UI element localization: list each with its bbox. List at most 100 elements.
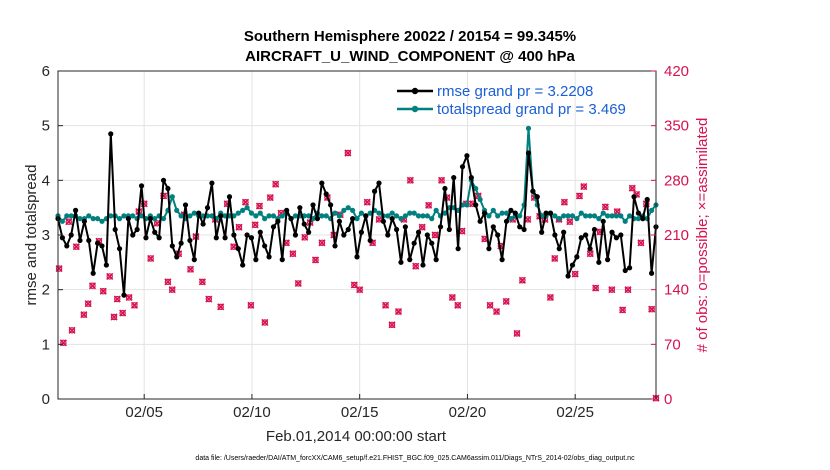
rmse-point bbox=[613, 235, 620, 241]
right-tick-label: 140 bbox=[664, 282, 689, 299]
obs-possible-point bbox=[493, 308, 500, 315]
totalspread-point bbox=[429, 216, 435, 222]
rmse-point bbox=[165, 185, 171, 192]
x-axis-label: Feb.01,2014 00:00:00 start bbox=[266, 428, 447, 445]
rmse-point bbox=[503, 218, 510, 224]
totalspread-point bbox=[525, 125, 532, 131]
obs-possible-point bbox=[503, 298, 510, 305]
obs-assimilated-point bbox=[205, 295, 213, 303]
obs-possible-point bbox=[312, 256, 319, 264]
obs-assimilated-point bbox=[580, 183, 588, 191]
obs-possible-point bbox=[356, 286, 363, 293]
rmse-point bbox=[622, 267, 628, 274]
obs-possible-point bbox=[318, 239, 326, 247]
totalspread-point bbox=[508, 216, 514, 222]
obs-possible-point bbox=[648, 305, 655, 313]
obs-possible-point bbox=[449, 294, 456, 301]
obs-possible-point bbox=[60, 339, 67, 346]
rmse-point bbox=[191, 257, 197, 263]
rmse-point bbox=[59, 235, 65, 241]
obs-assimilated-point bbox=[247, 301, 255, 309]
rmse-point bbox=[455, 246, 461, 252]
x-tick-label: 02/25 bbox=[556, 404, 594, 421]
obs-possible-point bbox=[576, 192, 583, 200]
rmse-point bbox=[152, 229, 158, 235]
right-tick-label: 210 bbox=[664, 227, 689, 244]
rmse-point bbox=[130, 232, 136, 238]
obs-possible-point bbox=[602, 203, 609, 211]
rmse-point bbox=[125, 216, 131, 222]
totalspread-point bbox=[389, 210, 395, 216]
totalspread-point bbox=[235, 210, 241, 216]
right-tick-label: 350 bbox=[664, 118, 689, 135]
totalspread-point bbox=[503, 210, 510, 216]
rmse-point bbox=[222, 235, 228, 241]
totalspread-point bbox=[402, 213, 408, 219]
rmse-point bbox=[649, 270, 655, 276]
rmse-point bbox=[591, 226, 598, 233]
rmse-point bbox=[631, 194, 637, 200]
obs-assimilated-point bbox=[566, 218, 574, 226]
totalspread-point bbox=[152, 216, 158, 222]
obs-assimilated-point bbox=[624, 286, 632, 294]
rmse-point bbox=[376, 180, 382, 186]
rmse-point bbox=[196, 210, 202, 216]
obs-possible-point bbox=[561, 198, 568, 206]
obs-possible-point bbox=[235, 223, 243, 231]
obs-possible-point bbox=[351, 281, 358, 289]
rmse-point bbox=[275, 218, 281, 224]
obs-assimilated-point bbox=[241, 198, 250, 206]
right-tick-label: 280 bbox=[664, 172, 689, 189]
obs-possible-point bbox=[637, 239, 645, 247]
totalspread-point bbox=[569, 213, 576, 219]
rmse-point bbox=[354, 254, 360, 260]
totalspread-point bbox=[561, 213, 567, 219]
obs-possible-point bbox=[364, 198, 371, 206]
obs-possible-point bbox=[119, 309, 126, 317]
rmse-point bbox=[363, 213, 369, 219]
obs-possible-point bbox=[169, 286, 176, 293]
obs-possible-point bbox=[388, 321, 396, 329]
rmse-point bbox=[534, 194, 540, 200]
obs-assimilated-point bbox=[55, 265, 63, 273]
totalspread-point bbox=[367, 210, 373, 216]
rmse-point bbox=[609, 229, 615, 235]
obs-assimilated-point bbox=[106, 272, 114, 280]
rmse-point bbox=[380, 218, 386, 224]
obs-assimilated-point bbox=[431, 231, 439, 239]
obs-assimilated-point bbox=[344, 149, 352, 157]
x-tick-label: 02/15 bbox=[341, 404, 379, 421]
obs-assimilated-point bbox=[492, 307, 501, 316]
totalspread-point bbox=[248, 210, 255, 216]
rmse-point bbox=[512, 210, 518, 216]
rmse-point bbox=[583, 232, 589, 238]
totalspread-point bbox=[635, 216, 642, 222]
rmse-point bbox=[99, 243, 105, 249]
obs-possible-point bbox=[519, 277, 526, 284]
totalspread-point bbox=[59, 218, 65, 224]
rmse-point bbox=[499, 257, 505, 263]
obs-assimilated-point bbox=[65, 218, 73, 226]
obs-possible-point bbox=[412, 263, 419, 270]
rmse-point bbox=[226, 194, 233, 200]
obs-possible-point bbox=[147, 255, 154, 262]
rmse-point bbox=[433, 257, 439, 263]
rmse-point bbox=[627, 265, 633, 271]
obs-assimilated-point bbox=[251, 221, 259, 229]
obs-possible-point bbox=[199, 278, 206, 286]
legend-spread-text: totalspread grand pr = 3.469 bbox=[437, 101, 626, 118]
obs-possible-point bbox=[230, 243, 237, 250]
obs-assimilated-point bbox=[412, 262, 420, 270]
rmse-point bbox=[77, 237, 83, 244]
totalspread-point bbox=[583, 213, 589, 219]
obs-assimilated-point bbox=[502, 297, 510, 305]
obs-assimilated-point bbox=[571, 270, 579, 278]
obs-possible-point bbox=[251, 221, 259, 229]
totalspread-point bbox=[253, 213, 259, 219]
totalspread-point bbox=[415, 213, 422, 219]
rmse-point bbox=[345, 226, 351, 233]
totalspread-point bbox=[270, 213, 277, 219]
rmse-point bbox=[284, 207, 290, 213]
obs-assimilated-point bbox=[217, 303, 225, 311]
totalspread-point bbox=[187, 213, 193, 219]
